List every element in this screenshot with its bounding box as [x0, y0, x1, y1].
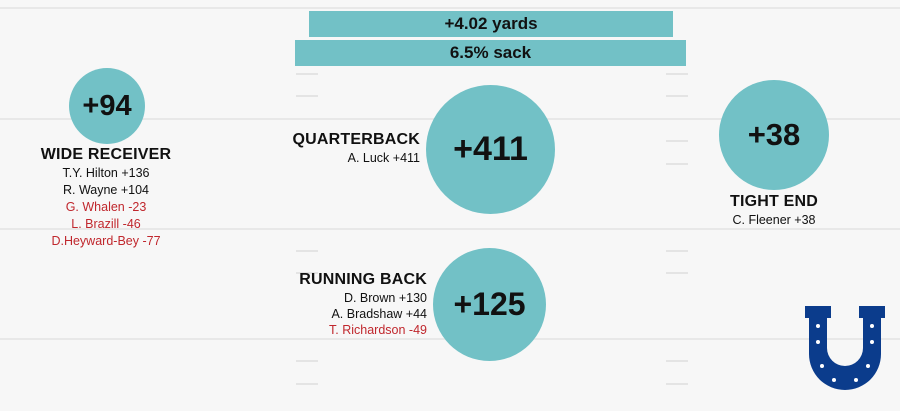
wide-receiver-value: +94	[82, 89, 132, 122]
wide-receiver-title: WIDE RECEIVER	[40, 146, 172, 163]
running-back-player: A. Bradshaw +44	[331, 307, 427, 321]
hash-mark	[666, 95, 688, 97]
wide-receiver-player: R. Wayne +104	[62, 183, 150, 197]
tight-end-value: +38	[747, 117, 801, 152]
running-back-value: +125	[453, 286, 526, 322]
quarterback-value: +411	[453, 130, 528, 168]
running-back-title: RUNNING BACK	[299, 271, 427, 288]
hash-mark	[666, 250, 688, 252]
wide-receiver-circle: +94	[69, 68, 145, 144]
wide-receiver-player: G. Whalen -23	[65, 200, 147, 214]
hash-mark	[296, 272, 318, 274]
quarterback-title: QUARTERBACK	[292, 131, 420, 148]
yard-line	[0, 7, 900, 9]
sack-banner: 6.5% sack	[295, 40, 686, 66]
quarterback-circle: +411	[426, 85, 555, 214]
yards-label: +4.02 yards	[444, 14, 538, 33]
tight-end-player: C. Fleener +38	[732, 213, 816, 227]
yards-banner: +4.02 yards	[309, 11, 673, 37]
hash-mark	[666, 383, 688, 385]
running-back-player: T. Richardson -49	[329, 323, 427, 337]
running-back-player: D. Brown +130	[343, 291, 427, 305]
hash-mark	[666, 73, 688, 75]
hash-mark	[666, 140, 688, 142]
hash-mark	[296, 360, 318, 362]
tight-end-circle: +38	[719, 80, 829, 190]
hash-mark	[296, 73, 318, 75]
tight-end-title: TIGHT END	[729, 193, 819, 210]
quarterback-player: A. Luck +411	[347, 151, 420, 165]
wide-receiver-player: L. Brazill -46	[71, 217, 141, 231]
wide-receiver-player: T.Y. Hilton +136	[62, 166, 150, 180]
hash-mark	[666, 360, 688, 362]
sack-label: 6.5% sack	[449, 43, 532, 62]
hash-mark	[296, 250, 318, 252]
hash-mark	[296, 383, 318, 385]
hash-mark	[666, 272, 688, 274]
hash-mark	[666, 163, 688, 165]
yard-line	[0, 228, 900, 230]
wide-receiver-player: D.Heyward-Bey -77	[51, 234, 161, 248]
horseshoe-icon	[805, 306, 885, 390]
hash-mark	[296, 95, 318, 97]
running-back-circle: +125	[433, 248, 546, 361]
